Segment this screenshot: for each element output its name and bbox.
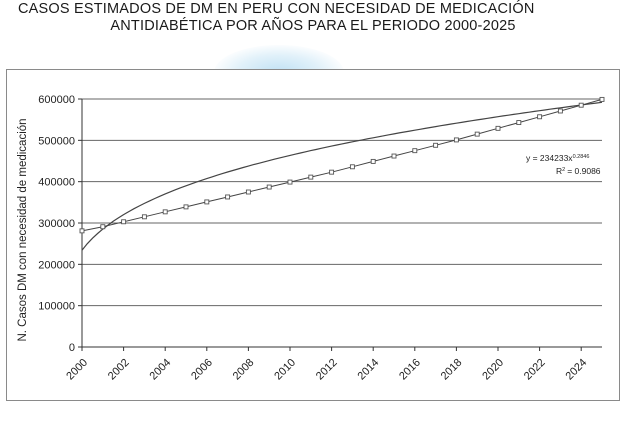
- x-tick-label: 2016: [397, 357, 423, 383]
- x-tick-label: 2004: [148, 357, 174, 383]
- data-point: [245, 189, 251, 195]
- data-point: [537, 114, 543, 120]
- trendline-equation-text: y = 234233x0.2846: [526, 153, 589, 163]
- series-layer: [79, 96, 605, 234]
- chart-title: CASOS ESTIMADOS DE DM EN PERU CON NECESI…: [0, 0, 626, 35]
- data-point: [412, 148, 418, 154]
- data-point: [391, 153, 397, 159]
- data-point: [79, 228, 85, 234]
- y-tick-label: 100000: [38, 301, 75, 313]
- data-point: [453, 137, 459, 143]
- data-series-line: [81, 98, 603, 232]
- y-tick-label: 0: [69, 342, 75, 354]
- axis-layer: [78, 98, 602, 351]
- trendline-layer: [81, 101, 603, 251]
- label-layer: 0 100000 200000 300000 400000 500000 600000 200…: [38, 94, 589, 382]
- data-point: [474, 131, 480, 137]
- x-tick-label: 2014: [356, 357, 382, 383]
- y-tick-label: 200000: [38, 259, 75, 271]
- x-tick-label: 2010: [272, 357, 298, 383]
- x-tick-label: 2008: [231, 357, 257, 383]
- data-point: [287, 179, 293, 185]
- data-point: [578, 102, 584, 108]
- trendline-r2-prefix: R: [556, 166, 562, 176]
- x-tick-label: 2000: [64, 357, 90, 383]
- data-point: [204, 199, 210, 205]
- data-point: [121, 219, 127, 225]
- data-point: [557, 108, 563, 114]
- x-tick-label: 2012: [314, 357, 340, 383]
- data-point: [266, 184, 272, 190]
- x-tick-label: 2002: [106, 357, 132, 383]
- grid-layer: [82, 98, 602, 307]
- data-point: [225, 194, 231, 200]
- data-point: [329, 169, 335, 175]
- data-point: [308, 174, 314, 180]
- x-tick-label: 2020: [480, 357, 506, 383]
- y-axis-title: N. Casos DM con necesidad de medicación: [17, 118, 29, 341]
- data-point: [349, 164, 355, 170]
- trendline-equation-base: y = 234233x: [526, 153, 573, 163]
- y-tick-label: 600000: [38, 94, 75, 106]
- trendline-equation-exponent: 0.2846: [573, 154, 590, 160]
- y-tick-label: 400000: [38, 177, 75, 189]
- data-point: [433, 142, 439, 148]
- y-tick-label: 500000: [38, 135, 75, 147]
- data-point: [599, 96, 605, 102]
- data-point: [141, 214, 147, 220]
- x-tick-label: 2022: [522, 357, 548, 383]
- chart-title-line-1: CASOS ESTIMADOS DE DM EN PERU CON NECESI…: [18, 1, 535, 17]
- x-tick-label: 2018: [439, 357, 465, 383]
- chart-title-line-2: ANTIDIABÉTICA POR AÑOS PARA EL PERIODO 2…: [110, 18, 516, 34]
- x-tick-label: 2024: [564, 357, 590, 383]
- trendline-r2-text: R2 = 0.9086: [556, 166, 601, 176]
- y-tick-label: 300000: [38, 218, 75, 230]
- x-tick-label: 2006: [189, 357, 215, 383]
- data-point: [162, 209, 168, 215]
- data-point: [516, 120, 522, 126]
- data-point: [495, 125, 501, 131]
- data-point: [183, 204, 189, 210]
- trendline-r2-value: = 0.9086: [567, 166, 601, 176]
- trendline: [81, 101, 603, 251]
- trendline-equation: y = 234233x0.2846 R2 = 0.9086: [526, 153, 601, 176]
- data-point: [370, 158, 376, 164]
- data-point: [100, 224, 106, 230]
- trendline-r2-exp: 2: [562, 167, 565, 173]
